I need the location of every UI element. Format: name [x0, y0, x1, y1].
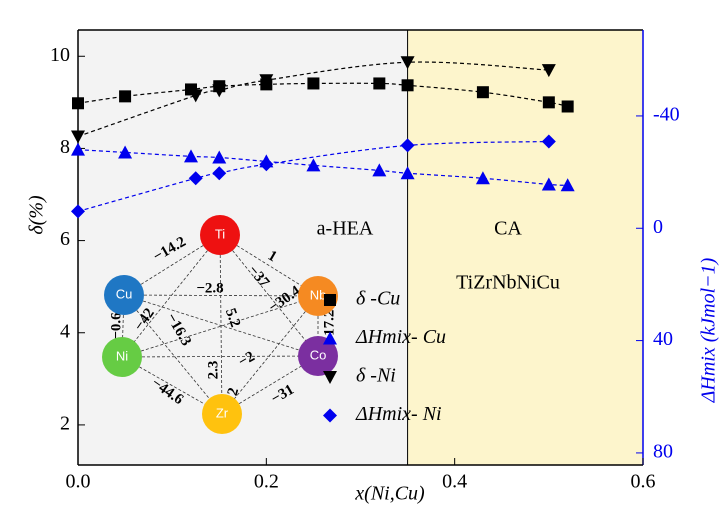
- edge: [121, 234, 221, 358]
- node-label: Zr: [216, 405, 229, 420]
- edge-label: −17.2: [321, 310, 337, 345]
- y-axis-label: δ(%): [26, 195, 48, 235]
- legend-label: δ -Cu: [356, 288, 400, 310]
- legend-marker: [324, 294, 336, 306]
- legend-marker: [323, 331, 337, 345]
- edge-label: 5.2: [222, 306, 243, 329]
- y-tick-label: 10: [50, 44, 70, 66]
- legend-marker: [323, 371, 337, 384]
- point: [541, 134, 556, 149]
- region: [407, 30, 643, 465]
- y2-tick-label: 40: [653, 328, 673, 350]
- point: [188, 171, 203, 186]
- point: [188, 89, 203, 103]
- point: [372, 163, 387, 177]
- edge: [221, 295, 319, 415]
- point: [259, 157, 274, 172]
- point: [72, 97, 84, 110]
- x-tick-label: 0.4: [442, 471, 467, 493]
- region-label: a-HEA: [317, 218, 374, 240]
- point: [307, 77, 320, 90]
- x-tick-label: 0.0: [66, 471, 91, 493]
- edge-label: −2: [236, 349, 258, 371]
- point: [560, 178, 575, 192]
- edge-label: 2.3: [205, 361, 221, 380]
- legend-title: TiZrNbNiCu: [456, 272, 560, 294]
- node-label: Ni: [116, 348, 128, 363]
- y2-tick-label: -40: [653, 104, 680, 126]
- node: [298, 336, 338, 376]
- point: [475, 171, 490, 185]
- edge: [221, 355, 319, 415]
- point: [71, 130, 85, 144]
- x-axis-label: x(Ni,Cu): [354, 483, 425, 505]
- edge: [121, 295, 319, 358]
- edge-label: −0.6: [108, 312, 124, 340]
- plot: 0.0 0.2 0.4 0.6 2 4 6 8 10 -40 0 40 80 δ -Cu ΔHmix- Cu…: [50, 29, 680, 493]
- point: [400, 56, 415, 70]
- regions: a-HEA CA: [78, 30, 643, 465]
- fit-line: [77, 61, 549, 138]
- point: [212, 84, 227, 98]
- edge: [123, 234, 221, 296]
- y-tick-label: 4: [60, 320, 70, 342]
- node: [104, 275, 144, 315]
- y-tick-label: 6: [60, 228, 70, 250]
- node: [202, 394, 242, 434]
- legend-label: ΔHmix- Ni: [355, 403, 442, 425]
- point: [71, 142, 85, 156]
- point: [71, 204, 85, 219]
- legend-marker: [323, 408, 337, 423]
- node-label: Ti: [215, 226, 225, 241]
- point: [400, 138, 415, 153]
- y2-tick-label: 0: [653, 216, 663, 238]
- node: [200, 215, 240, 255]
- point: [541, 64, 556, 78]
- point: [400, 166, 415, 180]
- legend-label: δ -Ni: [356, 365, 396, 387]
- legend-label: ΔHmix- Cu: [355, 326, 446, 348]
- node-label: Nb: [310, 287, 327, 302]
- edge: [121, 355, 319, 358]
- point: [259, 74, 274, 88]
- fit-line: [77, 140, 549, 212]
- fit-line: [77, 149, 568, 186]
- node-label: Cu: [116, 286, 133, 301]
- point: [476, 86, 489, 99]
- region: [78, 30, 408, 465]
- point: [184, 149, 198, 163]
- y-tick-label: 2: [60, 413, 70, 435]
- fit-line: [77, 82, 568, 108]
- point: [306, 158, 321, 172]
- point: [118, 145, 133, 159]
- point: [373, 77, 386, 90]
- y2-tick-label: 80: [653, 441, 673, 463]
- point: [561, 100, 574, 113]
- point: [212, 166, 227, 181]
- region-label: CA: [494, 218, 522, 240]
- point: [212, 150, 227, 164]
- y2-axis-label: ΔHmix (kJmol−1): [698, 257, 720, 403]
- edge-label: −2.8: [196, 280, 223, 296]
- node: [102, 337, 142, 377]
- point: [542, 96, 555, 109]
- point: [401, 79, 414, 92]
- y-tick-label: 8: [60, 136, 70, 158]
- edge-label: 2: [225, 386, 242, 397]
- x-tick-label: 0.6: [631, 471, 656, 493]
- point: [119, 90, 132, 103]
- point: [541, 177, 556, 191]
- x-tick-label: 0.2: [254, 471, 279, 493]
- edge: [123, 294, 223, 415]
- node-label: Co: [310, 347, 327, 362]
